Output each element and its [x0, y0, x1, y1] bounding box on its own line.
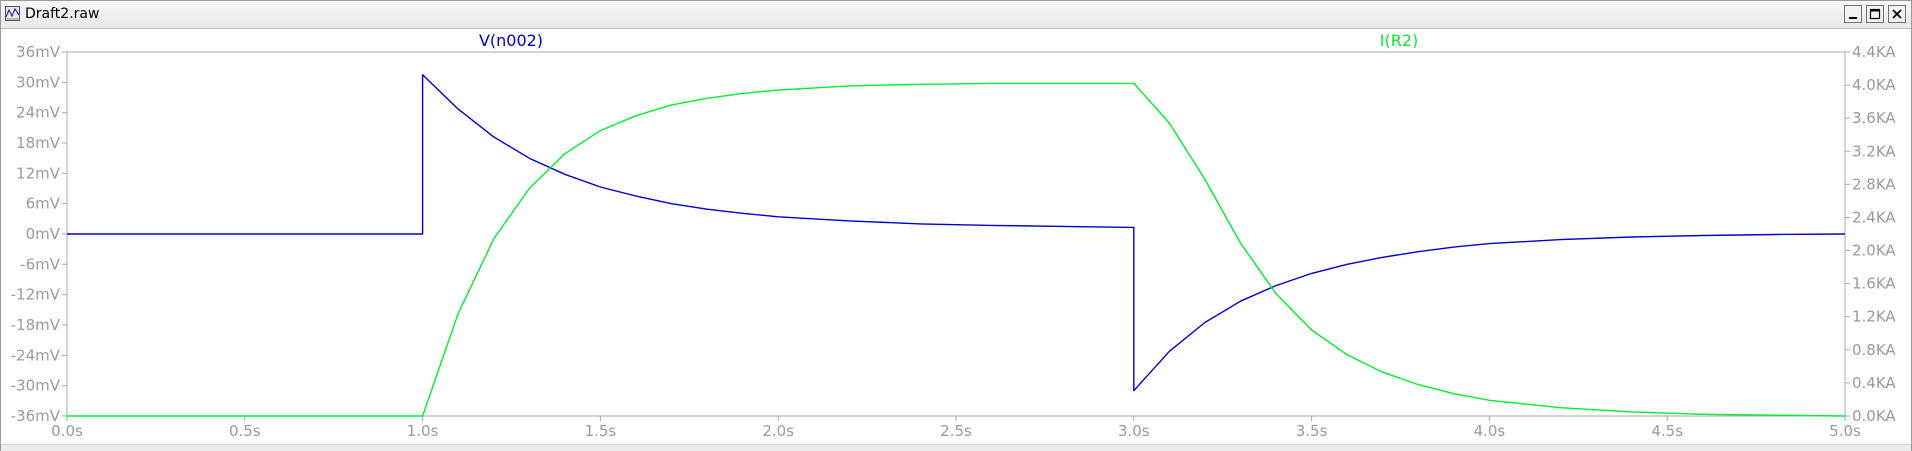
right-axis: 4.4KA 4.0KA 3.6KA 3.2KA 2.8KA 2.4KA 2.0KA 1.6KA…	[1845, 43, 1896, 425]
left-axis: 36mV 30mV 24mV 18mV 12mV 6mV 0mV -6mV -12mV -18mV…	[11, 43, 67, 425]
x-tick-label: 0.0s	[51, 422, 83, 440]
right-tick-label: 3.2KA	[1852, 142, 1896, 160]
right-tick-label: 0.8KA	[1852, 341, 1896, 359]
minimize-icon	[1849, 17, 1857, 19]
right-tick-label: 0.4KA	[1852, 374, 1896, 392]
title-bar[interactable]: Draft2.raw	[1, 1, 1911, 29]
series-line-i-r2[interactable]	[67, 82, 1846, 417]
series-label-v-n002[interactable]: V(n002)	[479, 31, 543, 50]
waveform-app-icon	[5, 6, 20, 21]
left-tick-label: 36mV	[16, 43, 61, 61]
x-tick-label: 5.0s	[1829, 422, 1861, 440]
right-tick-label: 0.0KA	[1852, 407, 1896, 425]
x-tick-label: 4.0s	[1474, 422, 1506, 440]
right-tick-label: 2.0KA	[1852, 242, 1896, 260]
right-tick-label: 3.6KA	[1852, 109, 1896, 127]
maximize-icon	[1869, 8, 1881, 20]
left-tick-label: -18mV	[11, 316, 61, 334]
left-tick-label: 30mV	[16, 73, 61, 91]
left-tick-label: -12mV	[11, 286, 61, 304]
window-title: Draft2.raw	[25, 6, 100, 22]
x-tick-label: 3.5s	[1296, 422, 1328, 440]
x-tick-label: 4.5s	[1651, 422, 1683, 440]
x-tick-label: 0.5s	[229, 422, 261, 440]
left-tick-label: 18mV	[16, 134, 61, 152]
traces	[67, 74, 1846, 417]
close-icon	[1892, 9, 1902, 19]
series-line-v-n002[interactable]	[67, 74, 1846, 392]
minimize-button[interactable]	[1844, 5, 1862, 23]
left-tick-label: 6mV	[26, 195, 61, 213]
waveform-plot[interactable]: V(n002) I(R2) 36mV 30mV 24mV 18mV 12mV 6mV 0mV…	[1, 29, 1911, 444]
left-tick-label: -30mV	[11, 377, 61, 395]
x-tick-label: 1.0s	[407, 422, 439, 440]
left-tick-label: 0mV	[26, 225, 61, 243]
right-tick-label: 4.0KA	[1852, 76, 1896, 94]
x-tick-label: 2.5s	[940, 422, 972, 440]
right-tick-label: 4.4KA	[1852, 43, 1896, 61]
x-tick-label: 3.0s	[1118, 422, 1150, 440]
status-bar	[1, 444, 1911, 451]
left-tick-label: 12mV	[16, 164, 61, 182]
left-tick-label: -6mV	[20, 255, 61, 273]
right-tick-label: 1.2KA	[1852, 308, 1896, 326]
close-button[interactable]	[1888, 5, 1906, 23]
right-tick-label: 1.6KA	[1852, 275, 1896, 293]
right-tick-label: 2.8KA	[1852, 175, 1896, 193]
left-tick-label: -24mV	[11, 346, 61, 364]
x-tick-label: 1.5s	[585, 422, 617, 440]
right-tick-label: 2.4KA	[1852, 208, 1896, 226]
left-tick-label: -36mV	[11, 407, 61, 425]
left-tick-label: 24mV	[16, 104, 61, 122]
series-label-i-r2[interactable]: I(R2)	[1380, 31, 1419, 50]
x-tick-label: 2.0s	[762, 422, 794, 440]
maximize-button[interactable]	[1866, 5, 1884, 23]
x-axis: 0.0s 0.5s 1.0s 1.5s 2.0s 2.5s 3.0s 3.5s 4.0s 4.5s…	[51, 416, 1861, 440]
